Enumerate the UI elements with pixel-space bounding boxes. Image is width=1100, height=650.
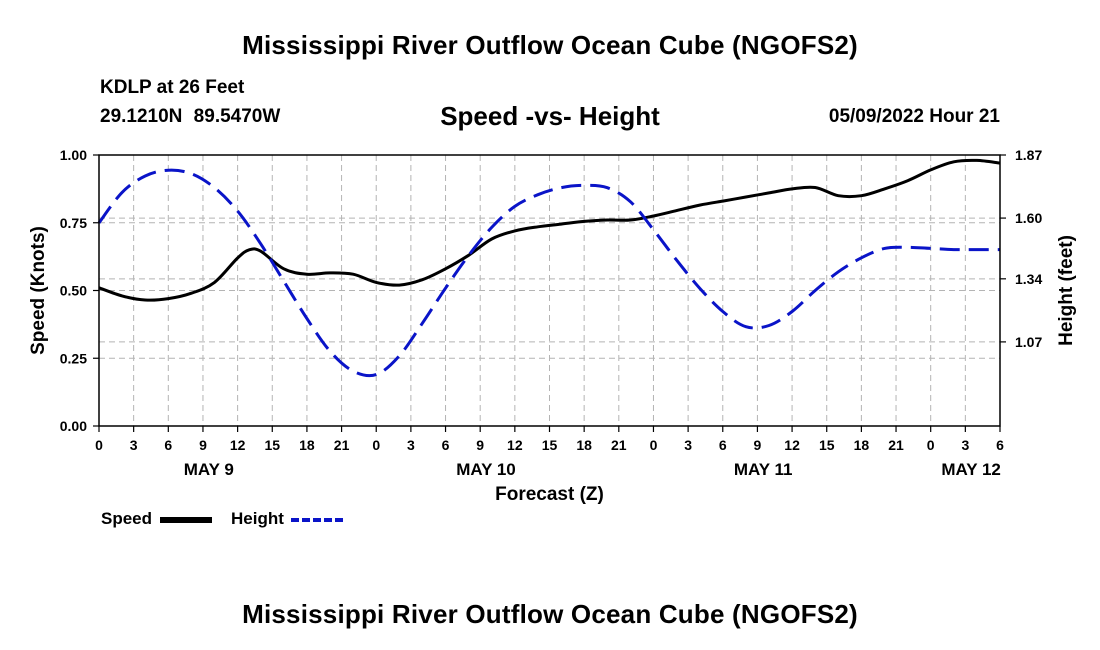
x-tick-label: 6 xyxy=(719,437,727,453)
grid xyxy=(99,154,1000,426)
x-tick-label: 12 xyxy=(230,437,246,453)
legend-height-label: Height xyxy=(231,509,284,528)
x-tick-label: 0 xyxy=(372,437,380,453)
x-tick-label: 9 xyxy=(754,437,762,453)
x-tick-label: 6 xyxy=(164,437,172,453)
coordinates-label: 29.1210N 89.5470W xyxy=(100,106,281,127)
date-label: MAY 11 xyxy=(734,460,793,479)
x-tick-label: 18 xyxy=(854,437,870,453)
chart-subtitle: Speed -vs- Height xyxy=(440,101,660,131)
footer-title: Mississippi River Outflow Ocean Cube (NG… xyxy=(242,599,858,629)
y2-axis-title: Height (feet) xyxy=(1056,235,1077,346)
x-tick-label: 9 xyxy=(199,437,207,453)
date-label: MAY 10 xyxy=(456,460,516,479)
legend-speed-label: Speed xyxy=(101,509,153,528)
x-tick-label: 21 xyxy=(888,437,904,453)
y2-tick-label: 1.07 xyxy=(1015,334,1042,350)
x-tick-label: 18 xyxy=(576,437,592,453)
y-tick-label: 1.00 xyxy=(60,147,87,163)
x-tick-label: 3 xyxy=(961,437,969,453)
x-tick-label: 3 xyxy=(407,437,415,453)
legend-height-swatch xyxy=(291,518,343,522)
y2-tick-label: 1.34 xyxy=(1015,271,1042,287)
y2-tick-label: 1.87 xyxy=(1015,147,1042,163)
x-tick-label: 15 xyxy=(542,437,558,453)
date-label: MAY 12 xyxy=(941,460,1001,479)
x-tick-label: 0 xyxy=(927,437,935,453)
legend-speed-swatch xyxy=(160,517,212,523)
x-tick-label: 6 xyxy=(996,437,1004,453)
x-tick-label: 18 xyxy=(299,437,315,453)
issued-time-label: 05/09/2022 Hour 21 xyxy=(828,106,1000,127)
series-group xyxy=(97,158,1001,378)
speed-series-line xyxy=(98,158,1001,302)
x-tick-label: 15 xyxy=(819,437,835,453)
x-tick-label: 15 xyxy=(264,437,280,453)
y-tick-label: 0.00 xyxy=(60,418,87,434)
x-tick-label: 3 xyxy=(684,437,692,453)
y2-tick-label: 1.60 xyxy=(1015,210,1042,226)
station-label: KDLP at 26 Feet xyxy=(100,77,245,98)
y-axis-title: Speed (Knots) xyxy=(28,226,49,355)
y-tick-label: 0.75 xyxy=(60,215,87,231)
x-tick-label: 21 xyxy=(611,437,627,453)
chart-svg: 0.00 0.25 0.50 0.75 1.00 1.07 1.34 1.60 1.87 0 3 6 9… xyxy=(28,147,1077,505)
height-series-line xyxy=(97,168,1000,378)
date-label: MAY 9 xyxy=(184,460,234,479)
x-tick-label: 12 xyxy=(507,437,523,453)
y-tick-label: 0.25 xyxy=(60,350,87,366)
x-tick-label: 21 xyxy=(334,437,350,453)
x-tick-label: 3 xyxy=(130,437,138,453)
x-tick-label: 6 xyxy=(442,437,450,453)
axes: 0.00 0.25 0.50 0.75 1.00 1.07 1.34 1.60 1.87 0 3 6 9… xyxy=(28,147,1077,505)
x-tick-label: 0 xyxy=(650,437,658,453)
x-axis-title: Forecast (Z) xyxy=(495,484,604,505)
x-tick-label: 12 xyxy=(784,437,800,453)
chart-title: Mississippi River Outflow Ocean Cube (NG… xyxy=(242,30,858,60)
y-tick-label: 0.50 xyxy=(60,283,87,299)
x-tick-label: 0 xyxy=(95,437,103,453)
x-tick-label: 9 xyxy=(476,437,484,453)
